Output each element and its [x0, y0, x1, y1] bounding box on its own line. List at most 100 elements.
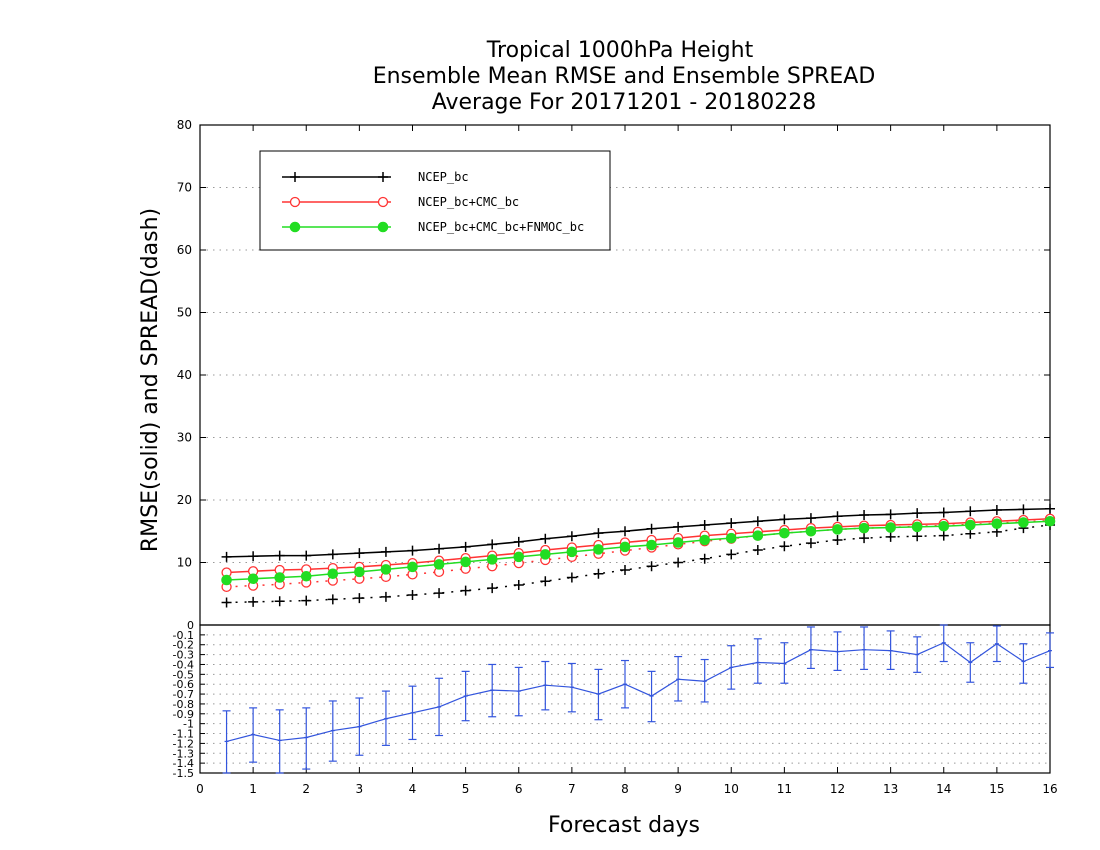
legend-label-0: NCEP_bc — [418, 170, 469, 184]
rmse-point-2 — [540, 549, 551, 560]
rmse-point-0 — [434, 543, 445, 554]
rmse-point-2 — [486, 554, 498, 565]
x-tick-label: 0 — [196, 782, 204, 796]
legend-marker-0 — [290, 172, 300, 182]
x-axis-title: Forecast days — [548, 813, 700, 838]
lower-y-tick-label: -0.8 — [173, 698, 194, 711]
x-tick-label: 16 — [1042, 782, 1057, 796]
rmse-point-2 — [354, 566, 365, 578]
spread-point-0 — [726, 549, 737, 560]
legend-marker-2 — [377, 221, 389, 233]
rmse-point-2 — [460, 556, 471, 568]
spread-point-0 — [460, 585, 471, 596]
spread-point-0 — [221, 597, 232, 608]
rmse-line-0 — [226, 507, 1051, 558]
x-tick-label: 14 — [936, 782, 951, 796]
spread-line-0 — [226, 524, 1051, 604]
rmse-point-0 — [540, 533, 551, 544]
spread-point-0 — [380, 591, 391, 602]
rmse-point-0 — [301, 550, 312, 561]
rmse-point-0 — [832, 511, 843, 522]
rmse-point-2 — [433, 559, 445, 570]
x-tick-label: 9 — [674, 782, 682, 796]
chart-title-line-3: Average For 20171201 - 20180228 — [432, 90, 817, 115]
rmse-point-0 — [620, 526, 630, 537]
lower-y-tick-label: 0 — [187, 619, 194, 632]
rmse-point-2 — [300, 570, 312, 582]
spread-point-0 — [407, 590, 418, 600]
upper-y-tick-label: 40 — [177, 368, 192, 382]
rmse-point-0 — [380, 546, 391, 557]
lower-y-tick-label: -1.2 — [173, 737, 194, 750]
rmse-point-0 — [699, 520, 710, 530]
rmse-point-0 — [991, 505, 1002, 515]
spread-point-0 — [274, 596, 285, 607]
legend-marker-2 — [289, 221, 301, 233]
rmse-point-2 — [672, 537, 684, 548]
spread-point-0 — [805, 538, 816, 549]
rmse-point-0 — [673, 521, 684, 532]
upper-y-tick-label: 70 — [177, 181, 192, 195]
lower-y-tick-label: -0.4 — [173, 658, 194, 671]
x-tick-label: 8 — [621, 782, 629, 796]
rmse-point-2 — [566, 546, 578, 558]
lower-y-tick-label: -0.2 — [173, 639, 194, 652]
rmse-point-0 — [407, 545, 418, 556]
spread-point-0 — [859, 533, 870, 544]
rmse-point-0 — [938, 507, 949, 518]
rmse-point-2 — [513, 551, 525, 563]
legend: NCEP_bc NCEP_bc+CMC_bc NCEP_bc+CMC_bc+FNMO… — [259, 150, 611, 251]
spread-point-0 — [779, 541, 790, 552]
spread-point-0 — [513, 580, 524, 590]
rmse-point-2 — [646, 539, 657, 551]
rmse-point-2 — [407, 561, 418, 573]
upper-y-tick-label: 20 — [177, 493, 192, 507]
rmse-point-0 — [248, 551, 259, 562]
rmse-point-0 — [752, 516, 763, 527]
x-tick-label: 1 — [249, 782, 257, 796]
rmse-point-2 — [911, 521, 923, 533]
spread-point-0 — [354, 593, 365, 604]
spread-point-0 — [620, 565, 630, 575]
spread-point-0 — [540, 576, 551, 587]
difference-line — [226, 642, 1051, 743]
rmse-point-2 — [965, 519, 976, 531]
rmse-point-0 — [274, 550, 285, 561]
rmse-point-0 — [460, 541, 471, 552]
rmse-point-0 — [566, 531, 577, 542]
rmse-point-2 — [805, 525, 817, 537]
lower-y-tick-label: -0.9 — [173, 708, 194, 721]
rmse-point-0 — [912, 508, 923, 519]
upper-y-tick-label: 60 — [177, 243, 192, 257]
rmse-point-2 — [380, 564, 392, 575]
x-tick-label: 6 — [515, 782, 523, 796]
rmse-point-0 — [221, 551, 232, 562]
spread-point-0 — [434, 588, 445, 599]
spread-point-0 — [566, 572, 577, 583]
lower-y-tick-label: -1.3 — [173, 747, 194, 760]
rmse-point-0 — [885, 509, 896, 520]
rmse-point-2 — [593, 544, 604, 555]
rmse-point-0 — [805, 513, 816, 524]
rmse-series-layer — [221, 503, 1056, 586]
legend-label-1: NCEP_bc+CMC_bc — [418, 195, 519, 209]
rmse-point-2 — [327, 568, 339, 580]
rmse-point-2 — [699, 534, 710, 546]
rmse-point-2 — [991, 518, 1003, 530]
rmse-point-2 — [725, 532, 737, 544]
rmse-point-2 — [619, 541, 631, 553]
lower-y-tick-label: -0.1 — [173, 629, 194, 642]
spread-point-0 — [327, 594, 338, 605]
lower-y-tick-label: -1.5 — [173, 767, 194, 780]
legend-entries: NCEP_bc NCEP_bc+CMC_bc NCEP_bc+CMC_bc+FNMO… — [282, 170, 584, 234]
rmse-point-0 — [593, 528, 604, 539]
spread-point-0 — [593, 568, 604, 579]
spread-point-0 — [248, 596, 259, 607]
rmse-point-0 — [965, 506, 976, 517]
lower-y-axis: 0-0.1-0.2-0.3-0.4-0.5-0.6-0.7-0.8-0.9-1-… — [173, 619, 205, 780]
x-tick-label: 11 — [777, 782, 792, 796]
legend-box — [259, 150, 611, 251]
rmse-point-0 — [779, 514, 790, 525]
rmse-point-0 — [859, 510, 870, 520]
spread-point-0 — [938, 530, 949, 541]
